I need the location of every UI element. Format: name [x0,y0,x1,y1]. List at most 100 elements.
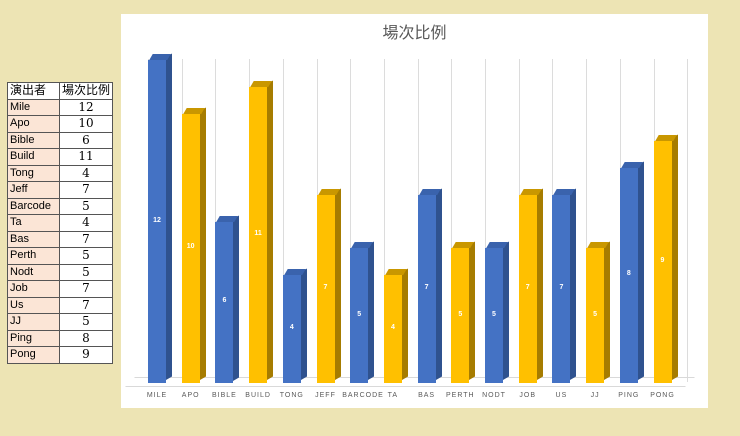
bar-tong[interactable]: 4 [282,268,307,383]
data-table: 演出者 場次比例 Mile 12 Apo 10 Bible 6 Build 11 Tong 4 Je… [7,82,113,364]
performer-cell[interactable]: Us [7,296,60,314]
data-label: 9 [660,256,665,264]
ratio-cell[interactable]: 9 [59,346,113,364]
bar-perth[interactable]: 5 [451,241,476,383]
data-label: 5 [458,310,463,318]
bar-jj[interactable]: 5 [586,241,611,383]
performer-cell[interactable]: Tong [7,164,60,182]
bar-us[interactable]: 7 [552,188,577,383]
bar-apo[interactable]: 10 [181,107,206,383]
performer-cell[interactable]: Ta [7,214,60,232]
ratio-cell[interactable]: 4 [59,214,113,232]
table-row: Bas 7 [7,230,113,248]
data-label: 6 [222,297,227,305]
x-axis-label: PING [618,392,640,399]
bar-pong[interactable]: 9 [653,134,678,383]
performer-cell[interactable]: JJ [7,313,60,331]
x-axis-label: BAS [418,392,436,399]
ratio-cell[interactable]: 7 [59,230,113,248]
bar-bas[interactable]: 7 [417,188,442,383]
performer-cell[interactable]: Jeff [7,181,60,199]
header-ratio[interactable]: 場次比例 [59,82,113,100]
bar-jeff[interactable]: 7 [316,188,341,383]
bar-ping[interactable]: 8 [619,161,644,383]
data-label: 5 [593,310,598,318]
ratio-cell[interactable]: 5 [59,263,113,281]
data-label: 7 [323,283,328,291]
bar-barcode[interactable]: 5 [350,241,375,383]
bar-nodt[interactable]: 5 [485,241,509,383]
performer-cell[interactable]: Bible [7,131,60,149]
performer-cell[interactable]: Mile [7,98,60,116]
data-label: 7 [559,283,564,291]
performer-cell[interactable]: Job [7,280,60,298]
ratio-cell[interactable]: 10 [59,115,113,133]
table-row: Pong 9 [7,346,113,364]
gridline [383,59,385,382]
table-row: Barcode 5 [7,197,113,215]
data-label: 11 [254,229,262,237]
table-row: JJ 5 [7,313,113,331]
ratio-cell[interactable]: 4 [59,164,113,182]
ratio-cell[interactable]: 5 [59,313,113,331]
performer-cell[interactable]: Pong [7,346,60,364]
data-label: 5 [492,310,496,318]
table-row: Ping 8 [7,329,113,347]
data-label: 7 [525,283,530,291]
x-axis-label: APO [181,392,200,399]
ratio-cell[interactable]: 5 [59,197,113,215]
x-axis-label: NODT [482,392,506,399]
ratio-cell[interactable]: 6 [59,131,113,149]
performer-cell[interactable]: Bas [7,230,60,248]
gridline [282,59,284,382]
bar-ta[interactable]: 4 [383,268,408,383]
bar-bible[interactable]: 6 [215,215,240,383]
performer-cell[interactable]: Build [7,148,60,166]
table-row: Nodt 5 [7,263,113,281]
x-axis-label: MILE [146,392,168,399]
x-axis-label: US [555,392,568,399]
x-axis-label: TA [387,392,399,399]
x-axis-label: TONG [279,392,304,399]
table-row: Us 7 [7,296,113,314]
data-label: 4 [289,324,294,332]
table-row: Ta 4 [7,214,113,232]
performer-cell[interactable]: Apo [7,115,60,133]
x-axis-label: BIBLE [211,392,237,399]
table-row: Bible 6 [7,131,113,149]
chart-title: 場次比例 [382,23,447,42]
table-row: Apo 10 [7,115,113,133]
performer-cell[interactable]: Nodt [7,263,60,281]
ratio-cell[interactable]: 12 [59,98,113,116]
gridline [350,59,352,382]
x-axis-label: BARCODE [342,392,384,399]
chart-area[interactable]: 場次比例 12 10 6 11 4 7 5 4 7 5 5 7 7 5 8 9 MILE APO BIBLE BUI… [121,14,708,408]
performer-cell[interactable]: Perth [7,247,60,265]
data-label: 10 [186,243,195,251]
performer-cell[interactable]: Barcode [7,197,60,215]
ratio-cell[interactable]: 7 [59,280,113,298]
ratio-cell[interactable]: 7 [59,181,113,199]
bar-build[interactable]: 11 [249,80,274,383]
table-row: Build 11 [7,148,113,166]
bar-mile[interactable]: 12 [148,53,172,383]
data-label: 5 [357,310,362,318]
ratio-cell[interactable]: 7 [59,296,113,314]
ratio-cell[interactable]: 8 [59,329,113,347]
data-label: 4 [390,324,395,332]
x-axis-label: JJ [590,392,600,399]
performer-cell[interactable]: Ping [7,329,60,347]
bar-job[interactable]: 7 [518,188,543,383]
table-row: Tong 4 [7,164,113,182]
gridline [586,59,588,382]
x-axis-label: JEFF [315,392,336,399]
ratio-cell[interactable]: 11 [59,148,113,166]
table-row: Jeff 7 [7,181,113,199]
x-axis-label: PONG [650,392,675,399]
gridline [451,59,453,382]
header-performer[interactable]: 演出者 [7,82,60,100]
data-label: 12 [153,216,161,224]
x-axis-label: JOB [519,392,536,399]
ratio-cell[interactable]: 5 [59,247,113,265]
table-row: Mile 12 [7,98,113,116]
